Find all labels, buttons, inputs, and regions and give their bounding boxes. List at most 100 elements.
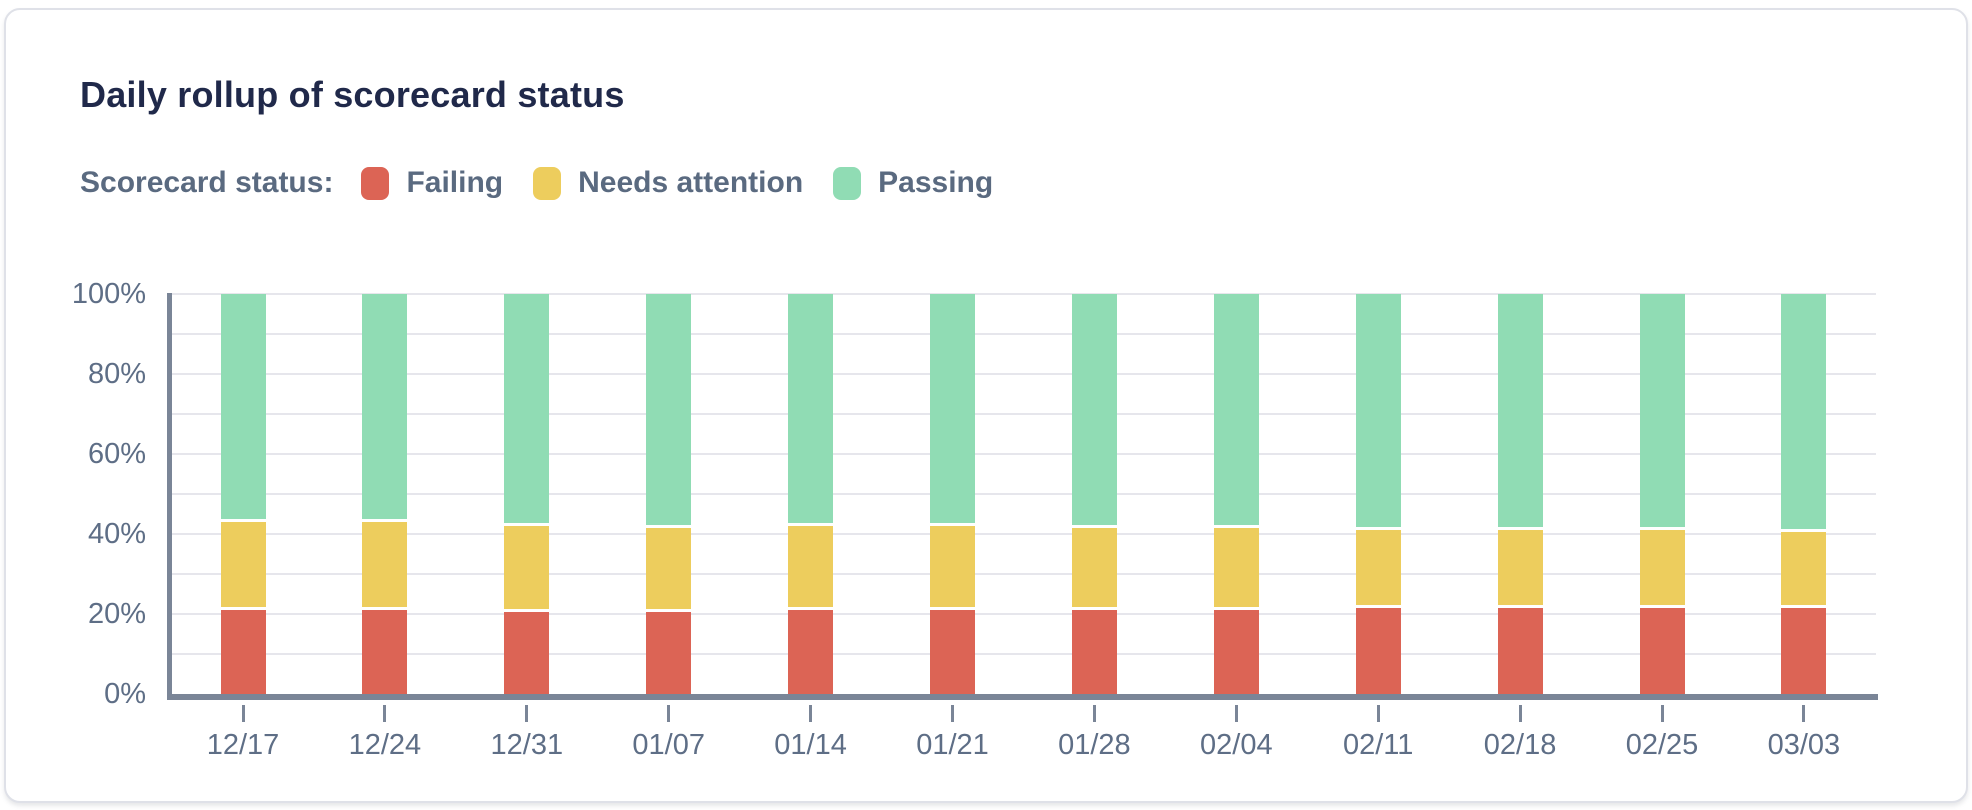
legend-item-needs-attention[interactable]: Needs attention xyxy=(533,166,803,200)
x-tick-label: 01/14 xyxy=(774,729,847,761)
bar-segment-passing[interactable] xyxy=(1213,294,1259,528)
page-title: Daily rollup of scorecard status xyxy=(80,74,625,115)
bar-02/04 xyxy=(1213,294,1259,694)
legend-title: Scorecard status: xyxy=(80,166,334,199)
bar-segment-needs-attention[interactable] xyxy=(1781,532,1827,608)
gridline-50 xyxy=(171,493,1876,495)
y-tick-label: 0% xyxy=(104,678,146,710)
bar-segment-needs-attention[interactable] xyxy=(788,526,834,610)
bar-segment-needs-attention[interactable] xyxy=(362,522,408,610)
bar-02/25 xyxy=(1639,294,1685,694)
bar-segment-passing[interactable] xyxy=(1497,294,1543,530)
x-tick xyxy=(383,705,387,722)
bar-segment-passing[interactable] xyxy=(1781,294,1827,532)
bar-segment-failing[interactable] xyxy=(1355,608,1401,694)
x-tick-label: 02/04 xyxy=(1200,729,1273,761)
bar-segment-failing[interactable] xyxy=(1781,608,1827,694)
x-tick xyxy=(1660,705,1664,722)
bar-segment-failing[interactable] xyxy=(504,612,550,694)
x-axis-line xyxy=(167,694,1878,700)
bar-segment-passing[interactable] xyxy=(1639,294,1685,530)
gridline-100 xyxy=(171,293,1876,295)
y-tick-label: 80% xyxy=(87,358,146,390)
gridline-60 xyxy=(171,453,1876,455)
bar-segment-failing[interactable] xyxy=(1213,610,1259,694)
bar-12/24 xyxy=(362,294,408,694)
legend-item-failing[interactable]: Failing xyxy=(361,166,503,200)
bar-02/11 xyxy=(1355,294,1401,694)
bar-segment-needs-attention[interactable] xyxy=(1071,528,1117,610)
x-tick-label: 12/31 xyxy=(490,729,564,761)
y-tick-label: 20% xyxy=(87,598,146,630)
bar-segment-needs-attention[interactable] xyxy=(504,526,550,612)
bar-segment-needs-attention[interactable] xyxy=(646,528,692,612)
bar-01/28 xyxy=(1071,294,1117,694)
y-tick-label: 100% xyxy=(71,278,146,310)
failing-swatch-icon xyxy=(361,166,390,200)
bar-segment-failing[interactable] xyxy=(1497,608,1543,694)
y-tick-label: 60% xyxy=(87,438,146,470)
bar-02/18 xyxy=(1497,294,1543,694)
bar-segment-failing[interactable] xyxy=(646,612,692,694)
gridline-40 xyxy=(171,533,1876,535)
x-tick-label: 02/11 xyxy=(1342,729,1414,761)
bar-segment-needs-attention[interactable] xyxy=(1213,528,1259,610)
bar-segment-passing[interactable] xyxy=(504,294,550,526)
bar-12/31 xyxy=(504,294,550,694)
bar-segment-passing[interactable] xyxy=(220,294,266,522)
x-tick-label: 12/24 xyxy=(348,729,422,761)
bar-segment-passing[interactable] xyxy=(1071,294,1117,528)
y-tick-label: 40% xyxy=(87,518,146,550)
legend-item-label: Needs attention xyxy=(578,166,804,199)
y-axis-line xyxy=(167,293,172,700)
legend-item-label: Passing xyxy=(878,166,994,199)
bar-segment-failing[interactable] xyxy=(220,610,266,694)
bar-segment-needs-attention[interactable] xyxy=(1639,530,1685,608)
gridline-10 xyxy=(171,653,1876,655)
bar-segment-needs-attention[interactable] xyxy=(1355,530,1401,608)
bar-segment-failing[interactable] xyxy=(1639,608,1685,694)
bar-segment-needs-attention[interactable] xyxy=(930,526,975,610)
bar-segment-passing[interactable] xyxy=(788,294,834,526)
bar-01/07 xyxy=(646,294,692,694)
bar-segment-needs-attention[interactable] xyxy=(220,522,266,610)
x-tick xyxy=(1092,705,1096,722)
bar-segment-needs-attention[interactable] xyxy=(1497,530,1543,608)
gridline-20 xyxy=(171,613,1876,615)
x-tick xyxy=(667,705,671,722)
legend-item-label: Failing xyxy=(406,166,504,199)
x-tick-label: 01/28 xyxy=(1058,729,1131,761)
gridline-30 xyxy=(171,573,1876,575)
legend-item-passing[interactable]: Passing xyxy=(833,166,993,200)
bar-segment-failing[interactable] xyxy=(1071,610,1117,694)
bar-segment-passing[interactable] xyxy=(930,294,975,526)
scorecard-rollup-card: Daily rollup of scorecard status Scoreca… xyxy=(4,8,1968,803)
bar-segment-failing[interactable] xyxy=(362,610,408,694)
x-tick xyxy=(241,705,245,722)
bar-01/14 xyxy=(788,294,834,694)
plot-area xyxy=(171,293,1876,694)
x-tick-label: 12/17 xyxy=(206,729,280,761)
passing-swatch-icon xyxy=(833,166,862,200)
x-tick-label: 02/25 xyxy=(1625,729,1699,761)
gridline-70 xyxy=(171,413,1876,415)
x-tick-label: 01/07 xyxy=(632,729,705,761)
bar-03/03 xyxy=(1781,294,1827,694)
bar-12/17 xyxy=(220,294,266,694)
bar-segment-failing[interactable] xyxy=(788,610,834,694)
x-tick xyxy=(1518,705,1522,722)
bar-segment-passing[interactable] xyxy=(646,294,692,528)
chart-legend: Scorecard status: Failing Needs attention… xyxy=(80,166,1023,200)
x-tick-label: 01/21 xyxy=(916,729,989,761)
x-tick xyxy=(809,705,813,722)
x-tick-label: 03/03 xyxy=(1767,729,1841,761)
x-tick xyxy=(1234,705,1238,722)
gridline-80 xyxy=(171,373,1876,375)
bar-segment-failing[interactable] xyxy=(930,610,975,694)
x-tick xyxy=(525,705,529,722)
x-tick xyxy=(1802,705,1806,722)
bar-segment-passing[interactable] xyxy=(1355,294,1401,530)
bar-segment-passing[interactable] xyxy=(362,294,408,522)
x-tick-label: 02/18 xyxy=(1483,729,1557,761)
x-tick xyxy=(951,705,954,722)
